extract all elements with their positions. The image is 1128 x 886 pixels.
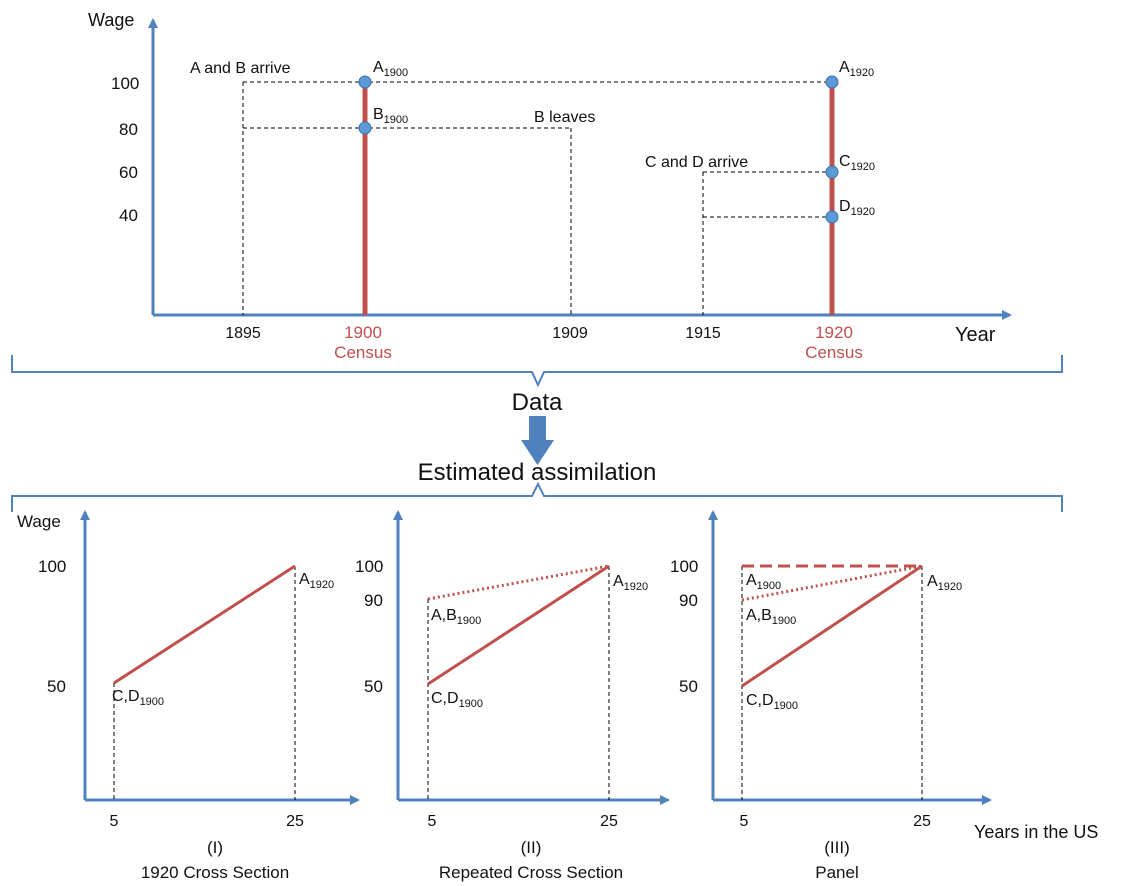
- p3-line-ab-to-a: [741, 564, 923, 602]
- p2-label-cd1900: C,D1900: [431, 690, 483, 710]
- top-x-tick-1895: 1895: [225, 325, 261, 342]
- annotation-ab-arrive: A and B arrive: [190, 60, 291, 77]
- top-y-tick-60: 60: [119, 163, 138, 182]
- p3-x-tick-25: 25: [913, 813, 931, 830]
- p2-y-tick-100: 100: [355, 557, 383, 576]
- p2-line-cd-to-a: [427, 564, 610, 686]
- p2-line-ab-to-a: [427, 564, 610, 601]
- label-a1920: A1920: [839, 59, 874, 79]
- p3-x-tick-5: 5: [740, 813, 749, 830]
- p3-title-num: (III): [824, 838, 850, 857]
- down-arrow-icon: [521, 416, 554, 465]
- p3-dashed-guides: [741, 566, 923, 800]
- p1-x-tick-25: 25: [286, 813, 304, 830]
- p1-dashed-guides: [113, 566, 296, 800]
- p1-x-tick-5: 5: [110, 813, 119, 830]
- top-x-tick-1920-census: Census: [805, 343, 863, 362]
- top-y-tick-100: 100: [111, 74, 139, 93]
- p1-label-a1920: A1920: [299, 571, 334, 591]
- p2-title-num: (II): [521, 838, 542, 857]
- p3-title: Panel: [815, 863, 858, 882]
- top-x-axis-label: Year: [955, 324, 996, 346]
- point-d1920: [825, 210, 839, 224]
- top-x-tick-1920: 1920: [815, 323, 853, 342]
- panel-1-cross-section: Wage 100 50 A1920 C,D1900 5 25 (I) 1920 …: [17, 510, 360, 882]
- top-x-tick-1915: 1915: [685, 325, 721, 342]
- data-label: Data: [512, 389, 563, 416]
- p3-label-cd1900: C,D1900: [746, 692, 798, 712]
- point-c1920: [825, 165, 839, 179]
- top-brace: [11, 355, 1063, 388]
- label-c1920: C1920: [839, 153, 875, 173]
- p1-title: 1920 Cross Section: [141, 863, 289, 882]
- p3-y-tick-100: 100: [670, 557, 698, 576]
- top-timeline-chart: Wage Year 100 80 60 40 A1900: [88, 10, 1012, 362]
- panels-x-axis-label: Years in the US: [974, 822, 1098, 842]
- p2-x-tick-25: 25: [600, 813, 618, 830]
- middle-section: Data Estimated assimilation: [11, 355, 1063, 512]
- p2-label-a1920: A1920: [613, 573, 648, 593]
- label-a1900: A1900: [373, 59, 408, 79]
- point-a1900: [358, 75, 372, 89]
- p1-y-axis-label: Wage: [17, 512, 61, 531]
- point-b1900: [358, 121, 372, 135]
- p2-y-tick-90: 90: [364, 591, 383, 610]
- p2-y-tick-50: 50: [364, 677, 383, 696]
- p3-label-ab1900: A,B1900: [746, 607, 796, 627]
- p1-line-cd-to-a: [113, 564, 296, 685]
- p3-y-tick-90: 90: [679, 591, 698, 610]
- p2-x-tick-5: 5: [428, 813, 437, 830]
- annotation-b-leaves: B leaves: [534, 109, 595, 126]
- point-a1920: [825, 75, 839, 89]
- top-y-axis-label: Wage: [88, 10, 134, 30]
- p2-title: Repeated Cross Section: [439, 863, 623, 882]
- top-y-tick-80: 80: [119, 120, 138, 139]
- p3-label-a1920: A1920: [927, 573, 962, 593]
- p2-label-ab1900: A,B1900: [431, 607, 481, 627]
- p1-y-tick-50: 50: [47, 677, 66, 696]
- panel-3-panel: 100 90 50 A1920 A1900 A,B1900 C,D1900 5 …: [670, 510, 1098, 882]
- label-d1920: D1920: [839, 198, 875, 218]
- top-x-tick-1900-census: Census: [334, 343, 392, 362]
- p1-y-tick-100: 100: [38, 557, 66, 576]
- top-dashed-guides: [242, 81, 830, 315]
- p3-y-tick-50: 50: [679, 677, 698, 696]
- top-x-tick-1900: 1900: [344, 323, 382, 342]
- p1-title-num: (I): [207, 838, 223, 857]
- p1-label-cd1900: C,D1900: [112, 688, 164, 708]
- top-x-tick-1909: 1909: [552, 325, 588, 342]
- estimated-assimilation-label: Estimated assimilation: [418, 459, 657, 486]
- p3-label-a1900: A1900: [746, 572, 781, 592]
- p2-dashed-guides: [427, 566, 610, 800]
- annotation-cd-arrive: C and D arrive: [645, 154, 748, 171]
- label-b1900: B1900: [373, 106, 408, 126]
- bottom-brace: [11, 481, 1063, 512]
- panel-2-repeated-cross-section: 100 90 50 A1920 A,B1900 C,D1900 5 25 (II…: [355, 510, 670, 882]
- p3-line-cd-to-a: [741, 564, 923, 688]
- top-y-tick-40: 40: [119, 206, 138, 225]
